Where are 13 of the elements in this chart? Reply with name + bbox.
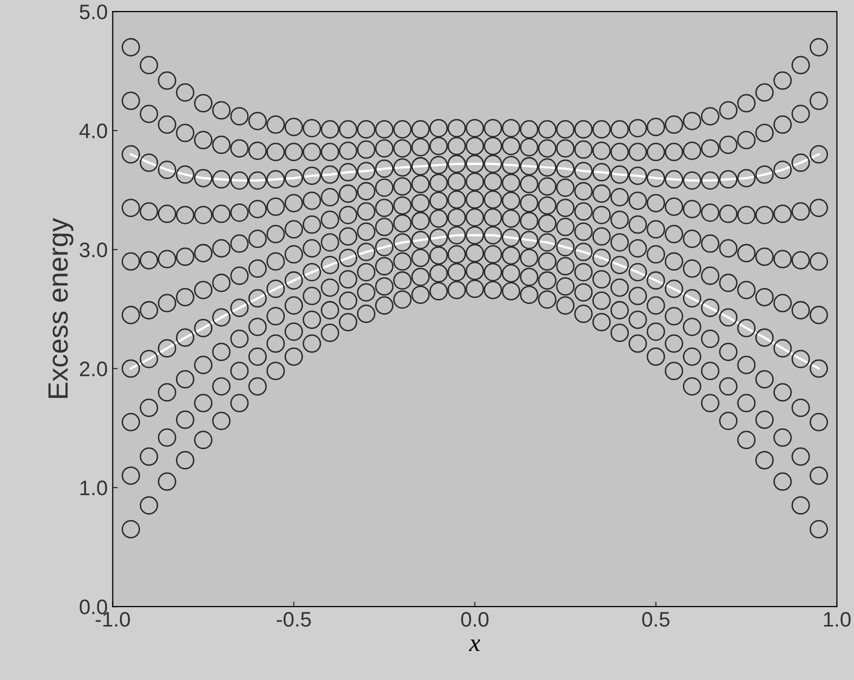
y-tick-label: 2.0	[80, 362, 108, 376]
x-tick-label: 0.5	[642, 612, 670, 627]
y-tick-label: 0.0	[80, 600, 108, 614]
x-tick-label: 1.0	[824, 612, 851, 627]
y-tick-label: 5.0	[80, 4, 108, 20]
y-tick-label: 4.0	[79, 124, 108, 138]
y-axis-title: Excess energy	[48, 218, 74, 398]
x-tick-label: 0.0	[461, 612, 488, 627]
y-tick-label: 3.0	[80, 242, 108, 258]
x-axis-title: x	[468, 639, 480, 651]
y-tick-label: 1.0	[80, 480, 108, 496]
x-tick-label: -0.5	[276, 612, 311, 627]
x-tick-label: -1.0	[96, 612, 130, 627]
